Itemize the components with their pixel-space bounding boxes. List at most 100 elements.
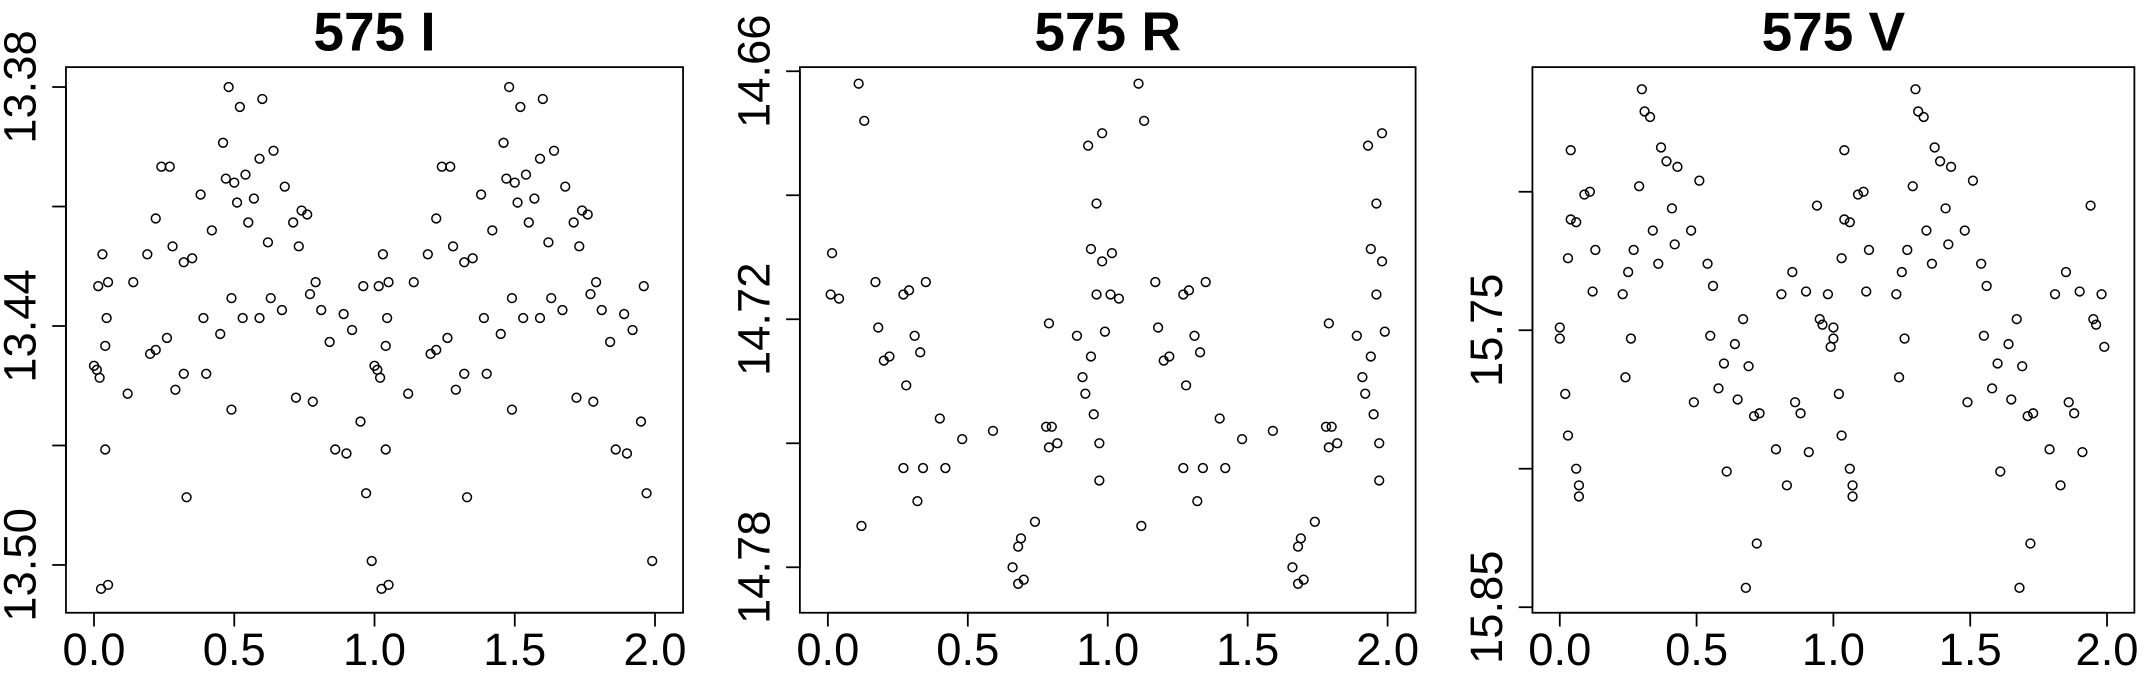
point [940,462,951,474]
point [1267,425,1279,437]
point [2099,341,2110,353]
point [380,444,391,455]
point [1152,322,1164,333]
point [856,520,867,532]
point [1833,388,1845,400]
point [1702,258,1713,269]
point [1077,371,1088,383]
point [1096,256,1108,267]
point [2006,394,2017,405]
point [1962,397,1973,408]
point [1636,84,1648,95]
point [1893,372,1905,383]
point [647,555,658,567]
point [380,340,391,352]
point [1178,462,1189,474]
point [1180,380,1192,391]
point [2025,538,2036,549]
point [2077,446,2088,458]
point [825,289,836,300]
point [1847,480,1858,491]
y-tick-label: 13.44 [0,269,46,382]
point [1071,330,1083,341]
point [101,312,112,324]
point [520,169,532,180]
point [1800,286,1812,297]
point [1376,256,1388,267]
point [560,181,571,192]
point [1647,225,1658,236]
point [1080,388,1091,399]
point [1688,397,1700,408]
point [226,292,237,304]
point [1737,314,1749,325]
point [201,368,212,379]
x-tick-label: 1.5 [483,624,546,673]
point [1713,383,1724,394]
point [240,169,251,180]
point [1376,128,1388,139]
point [1323,318,1334,329]
point [195,189,206,200]
point [316,304,327,316]
point [1292,541,1304,552]
point [467,253,478,264]
point [265,292,276,304]
point [128,277,139,288]
point [1795,408,1806,419]
point [1787,266,1798,278]
point [506,404,518,415]
point [582,209,593,220]
panel-title: 575 I [313,1,435,63]
x-tick-label: 2.0 [623,624,686,673]
point [1748,410,1760,422]
x-tick-label: 0.0 [1528,624,1591,673]
y-tick-label: 14.72 [729,263,780,376]
point [1587,286,1598,297]
point [1094,475,1105,486]
point [1770,444,1782,455]
point [903,285,915,296]
point [1707,280,1719,292]
point [1628,244,1639,256]
point [1091,198,1102,209]
point [898,462,909,474]
point [590,277,602,288]
point [1013,541,1024,552]
point [1976,258,1987,269]
point [987,425,999,437]
point [150,344,161,356]
point [1365,243,1376,255]
point [1096,128,1108,139]
point [1918,111,1929,123]
point [833,293,845,304]
point [288,217,299,228]
point [1052,438,1063,449]
point [102,277,114,288]
point [1085,243,1097,255]
point [1560,388,1571,400]
point [1617,289,1628,300]
point [1562,430,1574,441]
x-tick-label: 0.0 [796,624,859,673]
point [1133,78,1144,89]
point [1828,333,1839,344]
point [1732,394,1743,405]
point [307,396,318,407]
point [231,197,243,208]
point [481,368,492,379]
point [217,137,229,148]
point [596,304,607,316]
point [1371,289,1382,300]
point [164,161,175,172]
point [1043,318,1055,329]
point [1091,289,1102,300]
point [1571,463,1582,474]
point [859,115,870,127]
point [100,340,111,352]
x-tick-label: 1.5 [1939,624,2002,673]
point [1236,433,1248,445]
point [167,241,178,252]
point [1852,189,1864,200]
